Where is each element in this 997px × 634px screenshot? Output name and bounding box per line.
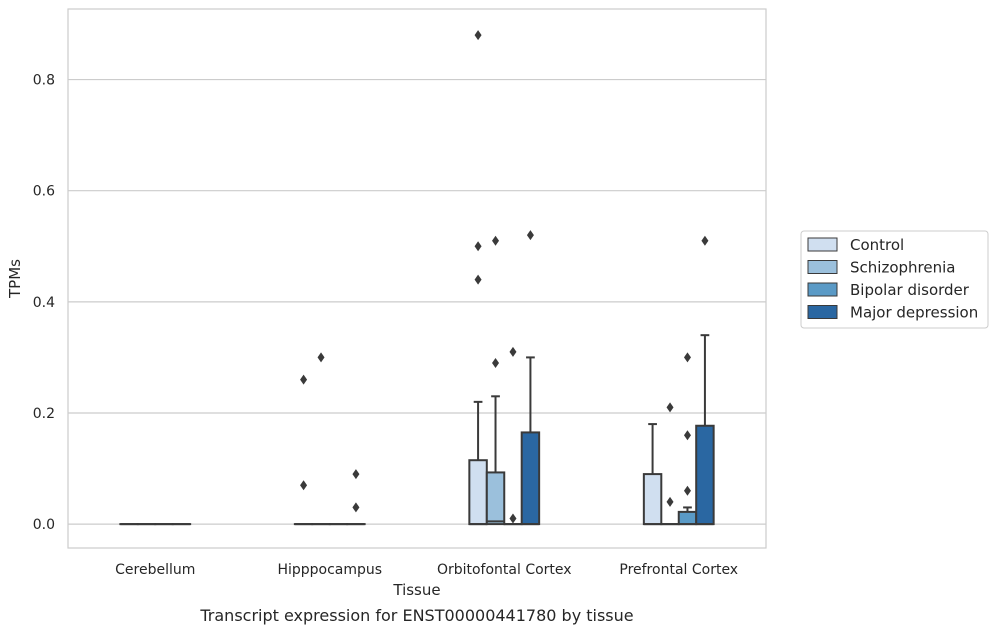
outlier-point <box>509 346 517 357</box>
outlier-point <box>683 485 691 496</box>
outlier-point <box>509 513 517 524</box>
box-bipolar-disorder <box>677 352 698 526</box>
outlier-point <box>474 274 482 285</box>
box-rect <box>695 424 715 526</box>
outlier-point <box>492 235 500 246</box>
y-tick-label: 0.0 <box>33 517 55 533</box>
x-tick-labels: Cerebellum Hipppocampus Orbitofontal Corte… <box>115 562 738 578</box>
box-rect <box>520 431 541 526</box>
box-rect <box>642 473 663 526</box>
plot-area-frame <box>67 8 767 549</box>
legend-swatch <box>807 282 838 297</box>
x-tick-label: Cerebellum <box>115 562 195 578</box>
outlier-point <box>701 235 709 246</box>
outlier-point <box>474 241 482 252</box>
y-tick-label: 0.6 <box>33 184 55 200</box>
box-control <box>293 374 314 526</box>
outlier-point <box>352 469 360 480</box>
legend-label: Major depression <box>850 304 978 322</box>
y-tick-label: 0.4 <box>33 295 55 311</box>
outlier-point <box>683 430 691 441</box>
box-schizophrenia <box>485 235 506 526</box>
box-bipolar-disorder <box>503 346 523 526</box>
legend-swatch <box>807 260 838 274</box>
grid-lines <box>68 78 766 525</box>
outlier-point <box>474 30 482 41</box>
outlier-point <box>317 352 325 363</box>
legend-label: Schizophrenia <box>850 259 955 277</box>
box-schizophrenia <box>311 352 331 526</box>
box-rect <box>677 510 698 526</box>
x-tick-label: Prefrontal Cortex <box>619 562 738 578</box>
box-major-depression <box>346 469 366 526</box>
outlier-point <box>526 230 534 241</box>
box-layer <box>119 30 715 526</box>
box-rect <box>468 459 488 526</box>
outlier-point <box>492 357 500 368</box>
box-rect <box>485 471 506 526</box>
box-control <box>468 30 488 526</box>
box-major-depression <box>520 230 541 526</box>
y-tick-label: 0.2 <box>33 406 55 422</box>
legend-swatch <box>807 305 838 319</box>
legend-frame <box>800 230 989 329</box>
legend-swatch <box>807 237 838 252</box>
chart-caption: Transcript expression for ENST0000044178… <box>199 606 633 625</box>
legend: Control Schizophrenia Bipolar disorder Majo… <box>800 230 989 329</box>
outlier-point <box>683 352 691 363</box>
x-axis-label: Tissue <box>392 581 440 599</box>
box-control <box>642 423 663 526</box>
legend-label: Control <box>850 236 904 254</box>
legend-label: Bipolar disorder <box>850 281 970 299</box>
outlier-point <box>300 374 308 385</box>
y-tick-labels: 0.0 0.2 0.4 0.6 0.8 <box>33 73 55 534</box>
outlier-point <box>352 502 360 513</box>
outlier-point <box>666 496 674 507</box>
y-axis-label: TPMs <box>6 259 24 299</box>
outlier-point <box>300 480 308 491</box>
box-major-depression <box>695 235 715 526</box>
x-tick-label: Hipppocampus <box>277 562 382 578</box>
x-tick-label: Orbitofontal Cortex <box>437 562 572 578</box>
box-schizophrenia <box>660 402 680 526</box>
y-tick-label: 0.8 <box>33 73 55 89</box>
outlier-point <box>666 402 674 413</box>
